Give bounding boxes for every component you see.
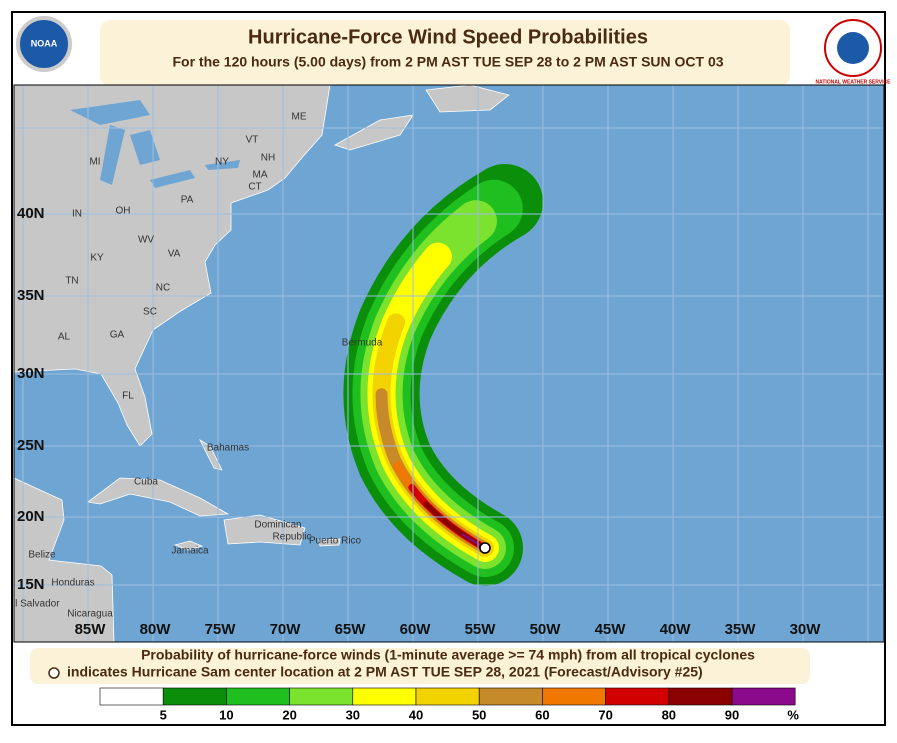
grid: 85W 80W 75W 70W 65W 60W 55W 50W 45W 40W 35W 30W 40N 3… <box>14 85 884 642</box>
land <box>14 85 510 642</box>
legend-label: 5 <box>160 707 167 722</box>
footer-band <box>30 648 810 684</box>
lat-label: 15N <box>17 576 45 593</box>
place-label: Jamaica <box>171 546 209 557</box>
place-label: FL <box>122 391 134 402</box>
legend-swatch <box>605 687 670 706</box>
legend-swatch <box>542 687 606 706</box>
lat-label: 25N <box>17 437 45 454</box>
legend-swatch <box>226 687 290 706</box>
lon-label: 75W <box>205 621 237 638</box>
center-symbol <box>48 667 60 679</box>
title: Hurricane-Force Wind Speed Probabilities <box>248 26 648 48</box>
legend-swatch <box>99 687 164 706</box>
lon-label: 80W <box>140 621 172 638</box>
legend-label: 10 <box>219 707 233 722</box>
place-label: Bermuda <box>342 338 383 349</box>
place-label: MI <box>89 157 100 168</box>
nws-logo-inner <box>837 32 869 64</box>
lon-label: 60W <box>400 621 432 638</box>
legend-swatch <box>289 687 354 706</box>
footer-line2: indicates Hurricane Sam center location … <box>67 664 703 680</box>
place-label: El Salvador <box>8 599 60 610</box>
place-label: SC <box>143 307 157 318</box>
place-label: TN <box>65 276 78 287</box>
place-label: Puerto Rico <box>309 536 362 547</box>
map: 85W 80W 75W 70W 65W 60W 55W 50W 45W 40W 35W 30W 40N 3… <box>8 85 884 642</box>
legend-label: 40 <box>409 707 423 722</box>
place-label: Republic <box>273 532 312 543</box>
place-label: ME <box>292 112 307 123</box>
footer-line1: Probability of hurricane-force winds (1-… <box>141 647 755 663</box>
legend-swatch <box>162 687 227 706</box>
place-label: VT <box>246 135 259 146</box>
swath-band <box>379 199 508 551</box>
legend-swatch <box>352 687 417 706</box>
lon-label: 65W <box>335 621 367 638</box>
lon-label: 45W <box>595 621 627 638</box>
header-band <box>100 20 790 86</box>
place-label: NH <box>261 153 275 164</box>
legend-swatch <box>731 687 796 706</box>
lon-label: 40W <box>660 621 692 638</box>
legend-label: 20 <box>282 707 296 722</box>
lon-label: 70W <box>270 621 302 638</box>
place-label: MA <box>253 170 268 181</box>
subtitle: For the 120 hours (5.00 days) from 2 PM … <box>172 54 723 70</box>
nws-text: NATIONAL WEATHER SERVICE <box>816 79 892 85</box>
place-label: OH <box>116 206 131 217</box>
lat-label: 35N <box>17 287 45 304</box>
place-label: VA <box>168 249 181 260</box>
place-label: PA <box>181 195 194 206</box>
legend-unit: % <box>787 707 799 722</box>
place-label: Honduras <box>51 578 94 589</box>
place-label: NC <box>156 283 170 294</box>
place-label: CT <box>248 182 261 193</box>
place-label: Belize <box>28 550 56 561</box>
place-label: NY <box>215 157 229 168</box>
place-label: Dominican <box>254 520 301 531</box>
place-label: WV <box>138 235 154 246</box>
lon-label: 55W <box>465 621 497 638</box>
legend-label: 60 <box>535 707 549 722</box>
legend-swatch <box>415 687 480 706</box>
legend: 5 10 20 30 40 50 60 70 80 90% <box>99 687 799 722</box>
place-label: KY <box>90 253 104 264</box>
map-border <box>13 84 885 643</box>
lat-label: 20N <box>17 508 45 525</box>
legend-swatch <box>668 687 733 706</box>
noaa-text: NOAA <box>31 38 58 48</box>
legend-swatch <box>478 687 543 706</box>
lon-label: 50W <box>530 621 562 638</box>
place-label: Cuba <box>134 477 158 488</box>
place-label: Nicaragua <box>67 609 113 620</box>
storm-center <box>479 542 491 554</box>
place-label: Bahamas <box>207 443 249 454</box>
lon-label: 85W <box>75 621 107 638</box>
legend-label: 70 <box>598 707 612 722</box>
swath <box>343 164 543 586</box>
place-label: GA <box>110 330 125 341</box>
place-label: IN <box>72 209 82 220</box>
legend-label: 50 <box>472 707 486 722</box>
lat-label: 30N <box>17 365 45 382</box>
lat-label: 40N <box>17 205 45 222</box>
legend-label: 90 <box>725 707 739 722</box>
legend-label: 30 <box>346 707 360 722</box>
lon-label: 35W <box>725 621 757 638</box>
place-label: AL <box>58 332 71 343</box>
legend-label: 80 <box>662 707 676 722</box>
lon-label: 30W <box>790 621 822 638</box>
noaa-logo <box>16 16 72 72</box>
